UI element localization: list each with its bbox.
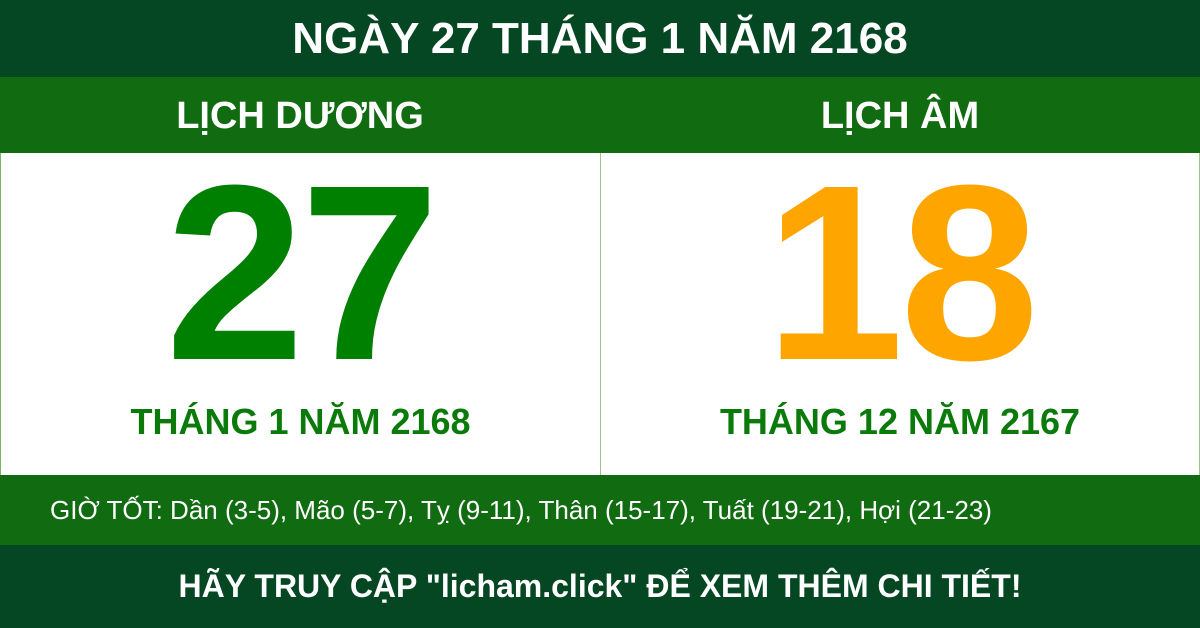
lunar-panel: 18 THÁNG 12 NĂM 2167 [600, 133, 1200, 475]
solar-calendar-label: LỊCH DƯƠNG [176, 95, 424, 137]
lunar-calendar-label: LỊCH ÂM [820, 95, 980, 137]
good-hours: GIỜ TỐT: Dần (3-5), Mão (5-7), Tỵ (9-11)… [50, 494, 992, 525]
lunar-day: 18 [764, 133, 1039, 412]
good-hours-bar: GIỜ TỐT: Dần (3-5), Mão (5-7), Tỵ (9-11)… [0, 475, 1200, 545]
page-title: NGÀY 27 THÁNG 1 NĂM 2168 [292, 13, 908, 63]
calendar-headers: LỊCH DƯƠNG LỊCH ÂM [0, 77, 1200, 153]
footer-cta: HÃY TRUY CẬP "licham.click" ĐỂ XEM THÊM … [178, 568, 1022, 604]
solar-month-year: THÁNG 1 NĂM 2168 [130, 401, 471, 442]
solar-panel: 27 THÁNG 1 NĂM 2168 [0, 133, 600, 475]
lunar-month-year: THÁNG 12 NĂM 2167 [719, 401, 1081, 442]
footer-bar: HÃY TRUY CẬP "licham.click" ĐỂ XEM THÊM … [0, 545, 1200, 628]
solar-day: 27 [165, 133, 439, 412]
title-bar: NGÀY 27 THÁNG 1 NĂM 2168 [0, 0, 1200, 77]
